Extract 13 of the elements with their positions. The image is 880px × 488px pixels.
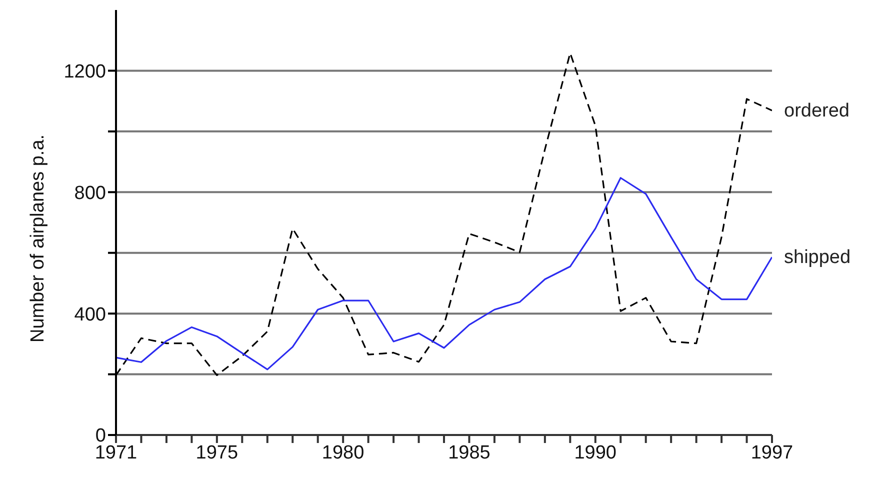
x-tick-label: 1980: [322, 442, 364, 464]
line-series: [116, 177, 772, 370]
y-tick-label: 1200: [64, 61, 106, 82]
y-tick-label: 400: [74, 304, 106, 326]
x-tick-label: 1975: [196, 442, 238, 464]
series-label: shipped: [784, 247, 851, 268]
series-label: ordered: [784, 100, 850, 122]
x-tick-label: 1997: [750, 442, 794, 464]
x-tick-label: 1990: [574, 442, 617, 464]
x-tick-label: 1971: [94, 442, 138, 464]
y-tick-label: 800: [74, 182, 106, 204]
x-tick-label: 1985: [448, 442, 490, 464]
y-axis-title: Number of airplanes p.a.: [28, 134, 49, 342]
